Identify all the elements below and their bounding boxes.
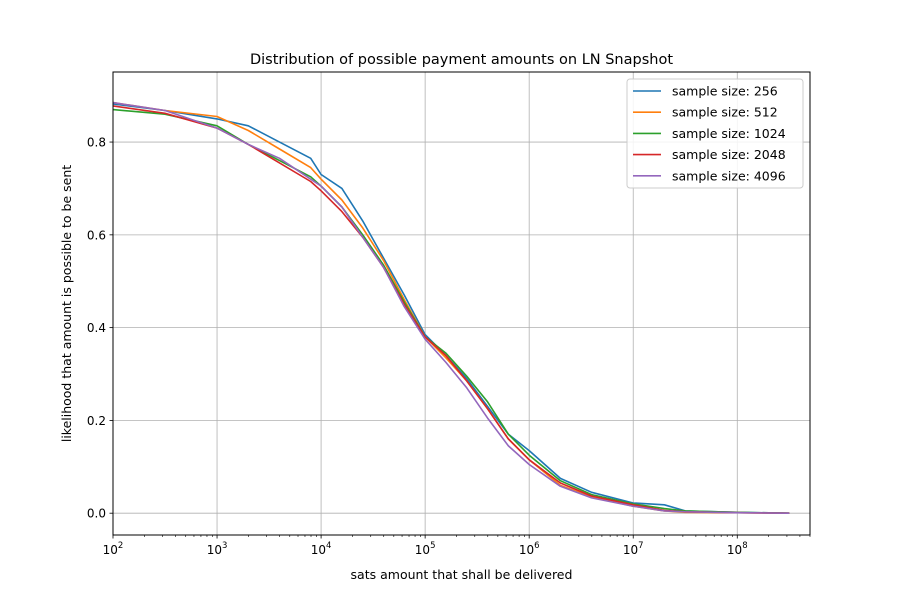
x-tick-label: 102	[103, 541, 124, 557]
x-tick-label: 104	[311, 541, 332, 557]
series-line-2	[112, 108, 790, 514]
chart-title: Distribution of possible payment amounts…	[250, 52, 673, 68]
x-tick-label: 107	[623, 541, 644, 557]
series-line-3	[112, 105, 790, 514]
x-tick-label: 106	[519, 541, 540, 557]
grid	[112, 72, 810, 535]
x-tick-label: 108	[727, 541, 748, 557]
x-tick-label: 103	[207, 541, 228, 557]
y-tick-label: 0.2	[87, 414, 106, 428]
legend-box	[626, 78, 804, 189]
legend-label: sample size: 1024	[672, 126, 786, 141]
legend: sample size: 256 sample size: 512 sample s…	[626, 78, 804, 189]
legend-label: sample size: 4096	[672, 168, 786, 183]
legend-label: sample size: 2048	[672, 147, 786, 162]
series-lines	[112, 101, 790, 514]
axis-ticks: 102 103 104 105 106 107 108 0.0 0.2 0.4 0.6 0.8	[87, 136, 811, 557]
x-tick-label: 105	[415, 541, 436, 557]
plot-frame	[112, 71, 811, 536]
legend-label: sample size: 256	[672, 84, 778, 99]
y-tick-label: 0.6	[87, 228, 106, 242]
y-tick-label: 0.8	[87, 136, 106, 150]
y-tick-label: 0.0	[87, 507, 106, 521]
series-line-4	[112, 101, 790, 514]
x-axis-label: sats amount that shall be delivered	[351, 567, 573, 582]
legend-label: sample size: 512	[672, 105, 778, 120]
y-axis-label: likelihood that amount is possible to be…	[59, 165, 74, 442]
y-tick-label: 0.4	[87, 321, 106, 335]
